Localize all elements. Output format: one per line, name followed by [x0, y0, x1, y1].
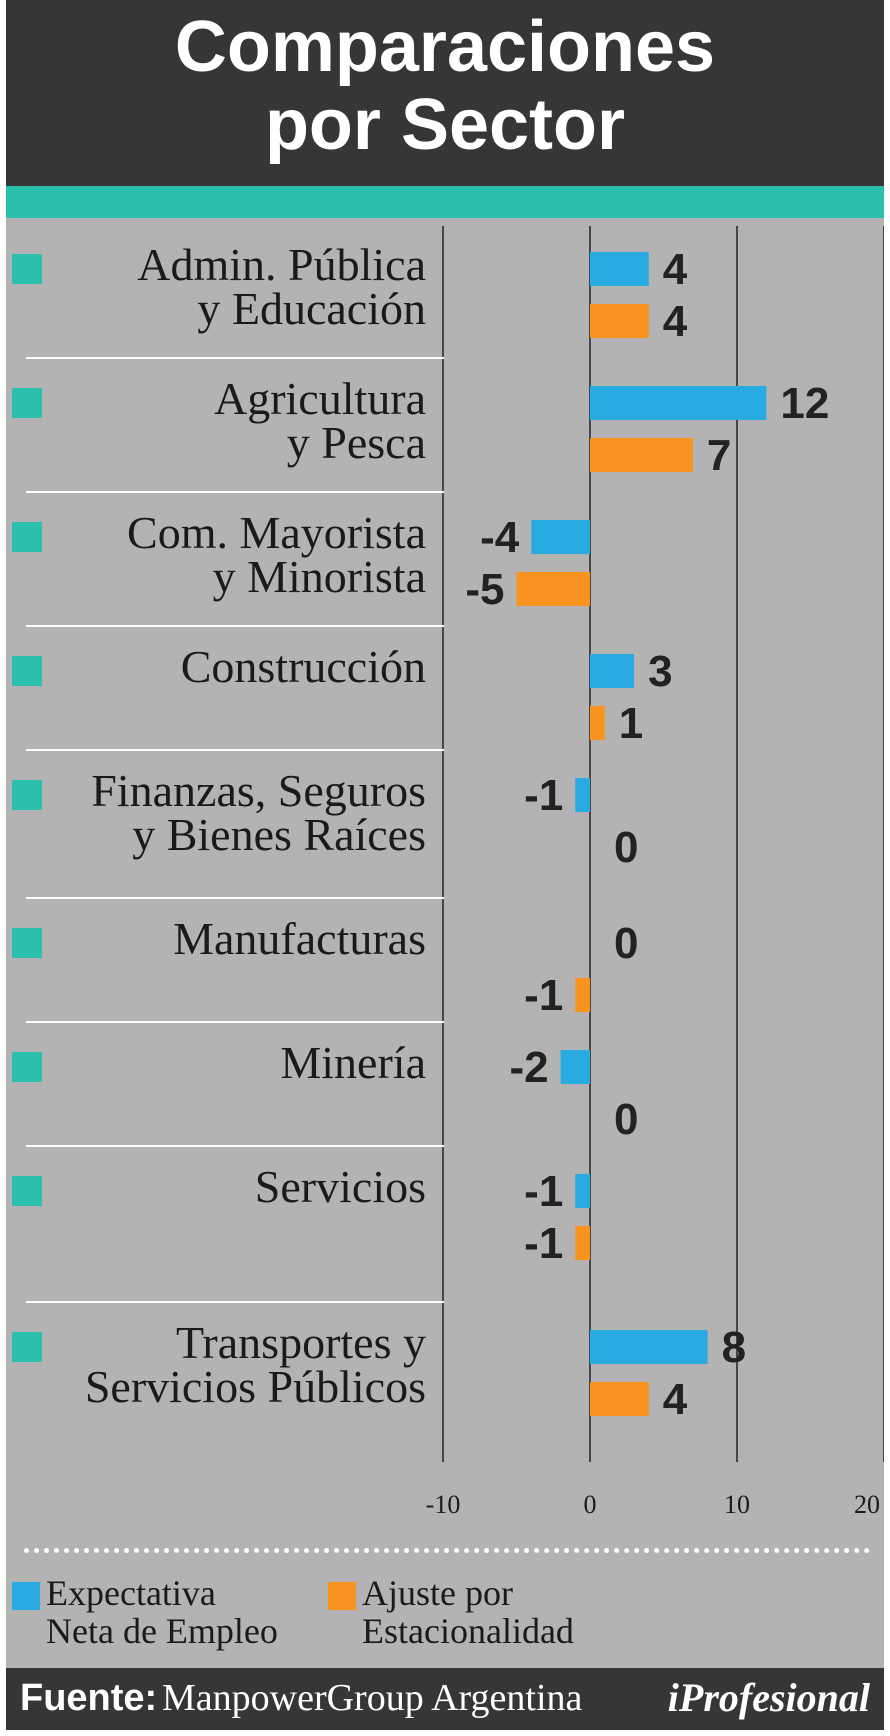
category-marker	[12, 1332, 42, 1362]
source-label: Fuente:	[20, 1677, 158, 1719]
value-label: -1	[524, 1219, 563, 1268]
title-line-2: por Sector	[264, 85, 626, 165]
value-label: -4	[480, 513, 520, 562]
tick-label: 0	[584, 1490, 597, 1519]
brand-logo: iProfesional	[667, 1675, 870, 1720]
bar-expectativa	[531, 520, 590, 554]
category-label: Transportes y Servicios Públicos	[85, 1317, 426, 1412]
legend-item-ajuste: Ajuste por Estacionalidad	[328, 1574, 632, 1650]
tick-label: 20	[854, 1490, 880, 1519]
category-marker	[12, 928, 42, 958]
category-label: Finanzas, Seguros y Bienes Raíces	[91, 765, 426, 860]
category-label-line: Agricultura	[214, 373, 426, 424]
category-marker	[12, 522, 42, 552]
category-label: Agricultura y Pesca	[214, 373, 426, 468]
category-marker	[12, 1052, 42, 1082]
source-value: ManpowerGroup Argentina	[162, 1677, 583, 1719]
value-label: 0	[614, 823, 638, 872]
bar-expectativa	[575, 1174, 590, 1208]
legend-line: Estacionalidad	[362, 1611, 574, 1651]
bar-ajuste	[575, 1226, 590, 1260]
legend-line: Expectativa	[46, 1573, 216, 1613]
bar-ajuste	[590, 304, 649, 338]
infographic-frame: Comparaciones por Sector Admin. Pública y…	[6, 0, 884, 1730]
value-label: 12	[780, 379, 829, 428]
bar-ajuste	[590, 438, 693, 472]
value-label: -1	[524, 971, 563, 1020]
value-label: 4	[663, 297, 688, 346]
value-label: 0	[614, 919, 638, 968]
value-label: 3	[648, 647, 672, 696]
value-label: 8	[722, 1323, 746, 1372]
value-label: -2	[509, 1043, 548, 1092]
category-label-line: Com. Mayorista	[127, 507, 426, 558]
legend-item-expectativa: Expectativa Neta de Empleo	[12, 1574, 316, 1650]
category-label: Servicios	[255, 1161, 426, 1212]
value-label: 0	[614, 1095, 638, 1144]
category-label: Manufacturas	[173, 913, 426, 964]
category-label: Construcción	[181, 641, 426, 692]
legend-line: Neta de Empleo	[46, 1611, 278, 1651]
category-marker	[12, 780, 42, 810]
bar-ajuste	[575, 978, 590, 1012]
category-label-line: Minería	[280, 1037, 426, 1088]
legend-line: Ajuste por	[362, 1573, 513, 1613]
category-label-line: y Bienes Raíces	[132, 809, 426, 860]
category-label-line: Transportes y	[176, 1317, 426, 1368]
legend-divider	[24, 1548, 870, 1553]
value-label: -1	[524, 771, 563, 820]
category-label: Admin. Pública y Educación	[137, 239, 426, 334]
category-marker	[12, 1176, 42, 1206]
page-title: Comparaciones por Sector	[6, 8, 884, 164]
bar-expectativa	[560, 1050, 590, 1084]
category-marker	[12, 656, 42, 686]
category-label: Minería	[280, 1037, 426, 1088]
legend-text-ajuste: Ajuste por Estacionalidad	[362, 1574, 632, 1650]
title-line-1: Comparaciones	[174, 7, 716, 87]
category-label-line: Manufacturas	[173, 913, 426, 964]
legend-text-expectativa: Expectativa Neta de Empleo	[46, 1574, 316, 1650]
category-label-line: y Educación	[197, 283, 426, 334]
accent-bar	[6, 186, 884, 218]
category-label-line: Servicios Públicos	[85, 1361, 426, 1412]
legend-swatch-ajuste	[328, 1582, 356, 1610]
bar-expectativa	[590, 252, 649, 286]
footer: Fuente: ManpowerGroup Argentina iProfesi…	[6, 1668, 884, 1730]
category-label-line: Servicios	[255, 1161, 426, 1212]
category-marker	[12, 254, 42, 284]
category-label-line: Finanzas, Seguros	[91, 765, 426, 816]
bar-expectativa	[590, 654, 635, 688]
bar-ajuste	[590, 1382, 649, 1416]
bar-expectativa	[575, 778, 590, 812]
legend-swatch-expectativa	[12, 1582, 40, 1610]
bar-ajuste	[590, 706, 605, 740]
tick-label: -10	[426, 1490, 461, 1519]
category-label-line: y Pesca	[287, 417, 426, 468]
header: Comparaciones por Sector	[6, 0, 884, 186]
value-label: 7	[707, 431, 731, 480]
bar-expectativa	[590, 386, 767, 420]
category-label-line: y Minorista	[213, 551, 426, 602]
bar-ajuste	[516, 572, 590, 606]
value-label: 1	[619, 699, 643, 748]
value-label: -5	[465, 565, 504, 614]
category-label: Com. Mayorista y Minorista	[127, 507, 426, 602]
bar-expectativa	[590, 1330, 708, 1364]
tick-label: 10	[724, 1490, 750, 1519]
value-label: 4	[663, 1375, 688, 1424]
value-label: -1	[524, 1167, 563, 1216]
value-label: 4	[663, 245, 688, 294]
category-label-line: Admin. Pública	[137, 239, 426, 290]
category-marker	[12, 388, 42, 418]
category-label-line: Construcción	[181, 641, 426, 692]
